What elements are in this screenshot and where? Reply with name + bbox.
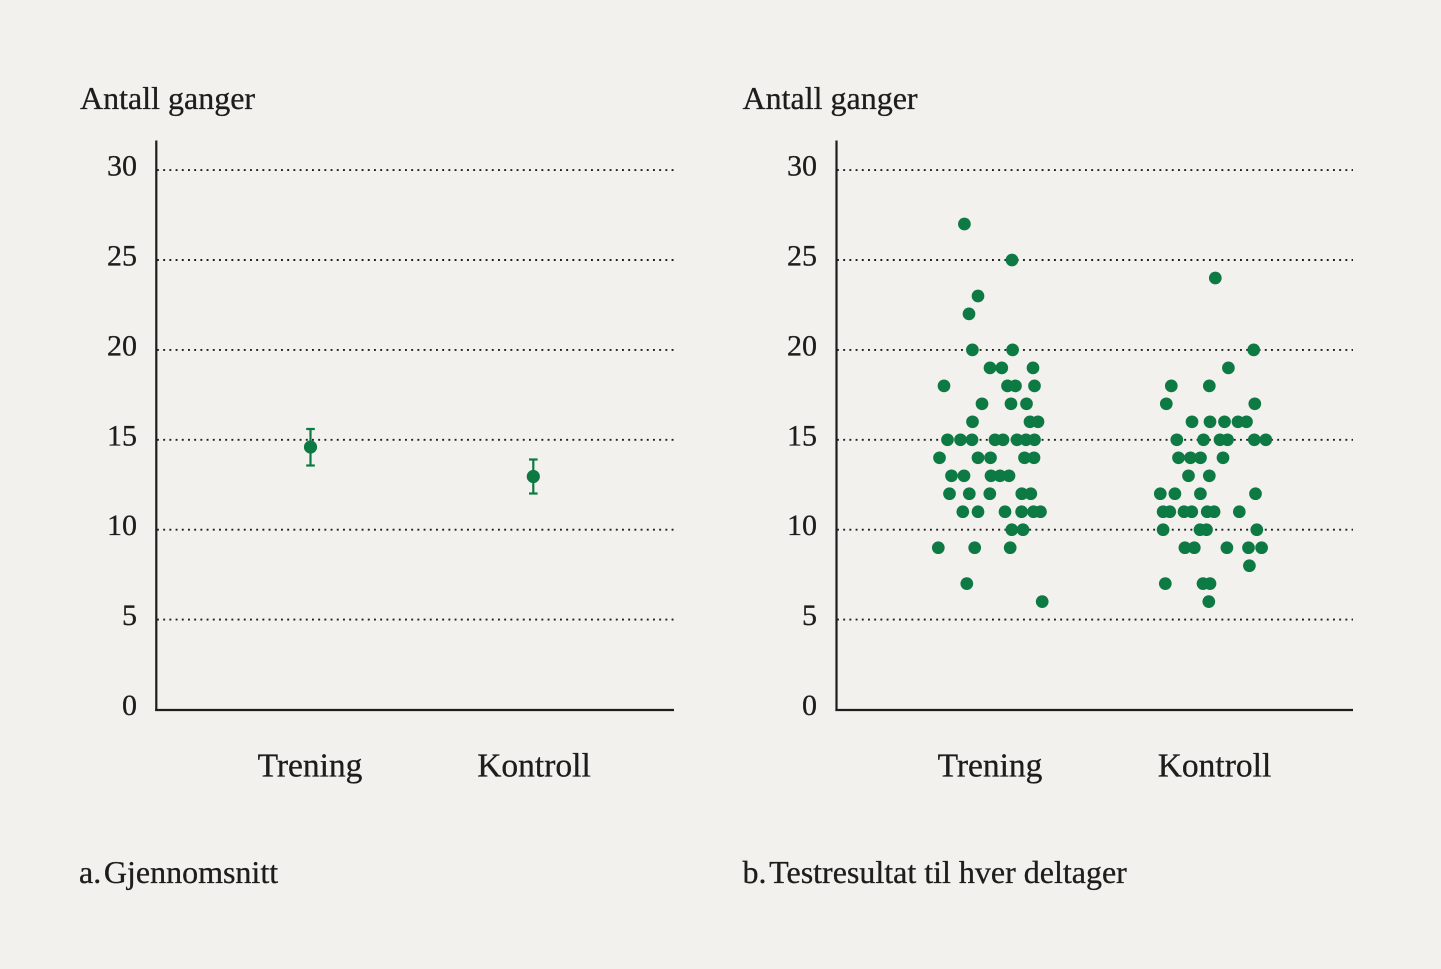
svg-text:15: 15 bbox=[787, 419, 817, 452]
svg-text:Trening: Trening bbox=[258, 748, 363, 785]
svg-text:30: 30 bbox=[107, 150, 137, 183]
svg-text:5: 5 bbox=[122, 599, 137, 632]
svg-text:25: 25 bbox=[787, 240, 817, 273]
svg-text:0: 0 bbox=[802, 689, 817, 722]
svg-text:10: 10 bbox=[787, 509, 817, 542]
svg-text:Kontroll: Kontroll bbox=[1158, 748, 1272, 785]
svg-text:10: 10 bbox=[107, 509, 137, 542]
svg-text:b. Testresultat til hver delta: b. Testresultat til hver deltager bbox=[743, 854, 1128, 890]
svg-text:Antall ganger: Antall ganger bbox=[80, 80, 255, 116]
svg-text:Antall ganger: Antall ganger bbox=[743, 80, 918, 116]
svg-text:30: 30 bbox=[787, 150, 817, 183]
svg-text:5: 5 bbox=[802, 599, 817, 632]
svg-text:20: 20 bbox=[107, 329, 137, 362]
svg-text:0: 0 bbox=[122, 689, 137, 722]
svg-text:Kontroll: Kontroll bbox=[477, 748, 591, 785]
svg-text:25: 25 bbox=[107, 240, 137, 273]
svg-text:15: 15 bbox=[107, 419, 137, 452]
svg-text:Trening: Trening bbox=[938, 748, 1043, 785]
svg-text:20: 20 bbox=[787, 329, 817, 362]
svg-text:a. Gjennomsnitt: a. Gjennomsnitt bbox=[79, 854, 278, 890]
